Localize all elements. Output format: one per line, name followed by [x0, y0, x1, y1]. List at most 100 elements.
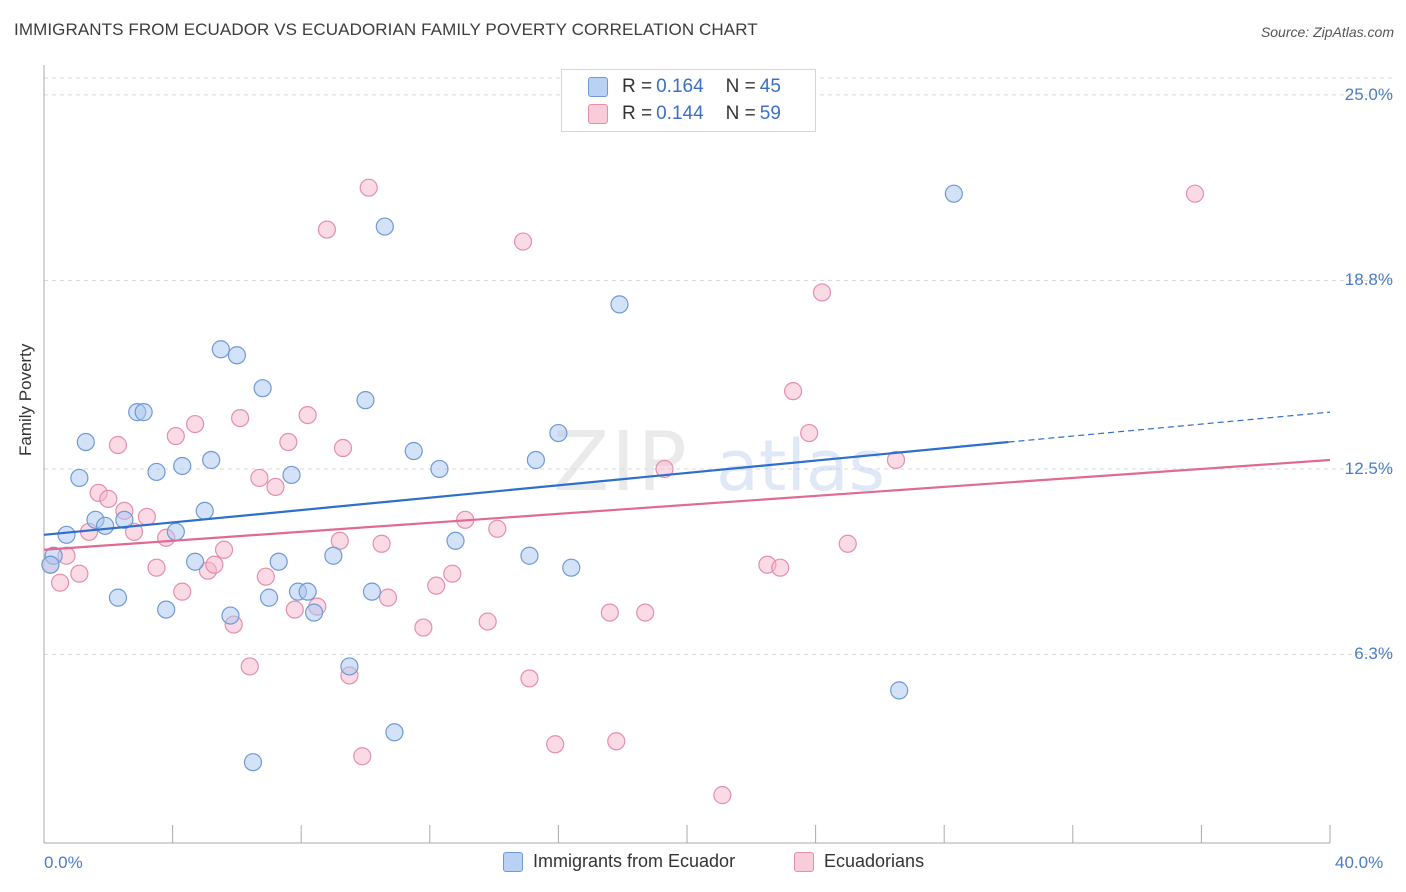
immigrants-point	[324, 546, 343, 565]
immigrants-point	[95, 516, 115, 535]
ecuadorians-point	[279, 432, 298, 452]
bottom-legend-swatch-blue	[503, 851, 523, 872]
immigrants-point	[890, 681, 909, 700]
immigrants-point	[340, 657, 359, 676]
ecuadorians-point	[783, 382, 803, 401]
legend-swatch-blue	[588, 77, 608, 97]
immigrants-point	[41, 555, 60, 574]
immigrants-point	[166, 522, 185, 541]
ecuadorians-point	[173, 582, 192, 601]
ecuadorians-point	[655, 459, 674, 479]
legend-r-label: R =	[622, 76, 653, 97]
ecuadorians-point	[886, 450, 906, 470]
ecuadorians-point	[414, 618, 433, 637]
immigrants-point	[157, 600, 176, 619]
watermark-atlas: atlas	[716, 425, 885, 507]
trend-lines	[43, 411, 1331, 551]
immigrants-point	[944, 184, 963, 203]
ecuadorians-point	[771, 558, 790, 577]
ecuadorians-point	[513, 232, 533, 251]
ecuadorians-point	[378, 588, 398, 607]
ecuadorians-point	[359, 178, 378, 197]
ecuadorians-point	[108, 435, 128, 455]
ecuadorians-point	[713, 786, 732, 805]
ecuadorians-point	[186, 414, 205, 434]
ecuadorians-point	[1185, 184, 1205, 203]
ecuadorians-point	[50, 573, 70, 592]
gridlines	[44, 77, 1394, 655]
immigrants-point	[173, 456, 192, 476]
immigrants-point	[362, 582, 382, 601]
ecuadorians-point	[70, 564, 89, 583]
ecuadorians-point	[137, 507, 156, 526]
immigrants-point	[76, 432, 95, 452]
immigrants-point	[430, 459, 449, 479]
bottom-legend-label: Immigrants from Ecuador	[533, 851, 736, 871]
y-tick-label: 12.5%	[1344, 458, 1393, 478]
immigrants-point	[356, 391, 375, 410]
immigrants-point	[70, 468, 89, 488]
ecuadorians-point	[298, 406, 317, 425]
legend-row-immigrants: R = 0.164 N = 45	[588, 76, 781, 98]
ecuadorians-point	[256, 567, 275, 586]
ecuadorians-point	[427, 576, 446, 595]
immigrants-point	[147, 462, 166, 482]
immigrants-point	[610, 295, 629, 314]
ecuadorians-point	[99, 489, 118, 508]
ecuadorians-point	[231, 408, 250, 428]
ecuadorians-point	[600, 603, 619, 622]
watermark: ZIP atlas	[553, 415, 885, 510]
source-label: Source: ZipAtlas.com	[1260, 24, 1394, 40]
ecuadorians-point	[546, 735, 565, 754]
immigrants-point	[282, 465, 301, 485]
immigrants-point	[562, 558, 581, 577]
ecuadorians-point	[214, 540, 234, 559]
immigrants-point	[304, 603, 324, 622]
ecuadorians-point	[266, 477, 285, 497]
immigrants-point	[243, 753, 263, 772]
legend-r-label: R =	[622, 103, 653, 124]
legend-r-value: 0.164	[656, 76, 704, 97]
immigrants-point	[108, 588, 128, 607]
immigrants-point	[57, 525, 76, 544]
ecuadorians-point	[372, 534, 391, 553]
immigrants-point	[186, 552, 205, 571]
ecuadorians-trend-line	[43, 458, 1331, 551]
immigrants-point	[115, 510, 134, 529]
ecuadorians-point	[443, 564, 462, 583]
y-axis-label: Family Poverty	[16, 343, 35, 456]
immigrants-point	[227, 346, 246, 365]
ecuadorians-point	[488, 519, 507, 538]
immigrants-point	[526, 450, 545, 470]
legend-n-label: N =	[725, 76, 756, 97]
ecuadorians-point	[240, 657, 259, 676]
immigrants-point	[375, 217, 394, 236]
ecuadorians-point	[520, 669, 539, 688]
legend-row-ecuadorians: R = 0.144 N = 59	[588, 103, 781, 125]
legend-n-value: 45	[759, 76, 781, 97]
ecuadorians-point	[636, 603, 655, 622]
bottom-legend-immigrants: Immigrants from Ecuador	[503, 851, 735, 872]
immigrants-point	[195, 501, 214, 520]
ecuadorians-point	[812, 283, 832, 302]
immigrants-point	[269, 552, 288, 571]
ecuadorians-point	[285, 600, 304, 619]
immigrants-point	[298, 582, 317, 601]
bottom-legend-ecuadorians: Ecuadorians	[794, 851, 924, 872]
ecuadorians-point	[353, 747, 372, 766]
immigrants-point	[404, 441, 423, 461]
ecuadorians-point	[478, 612, 497, 631]
series-immigrants-from-ecuador	[41, 184, 963, 772]
immigrants-point	[549, 423, 568, 443]
immigrants-point	[221, 606, 240, 625]
x-tick-label-max: 40.0%	[1335, 853, 1384, 872]
legend-r-value: 0.144	[656, 103, 704, 124]
immigrants-point	[202, 450, 221, 470]
immigrants-trend-line	[43, 440, 1009, 536]
legend-swatch-pink	[588, 104, 608, 124]
axes	[43, 65, 1331, 844]
immigrants-point	[446, 531, 465, 550]
immigrants-point	[385, 723, 404, 742]
immigrants-point	[253, 379, 272, 398]
